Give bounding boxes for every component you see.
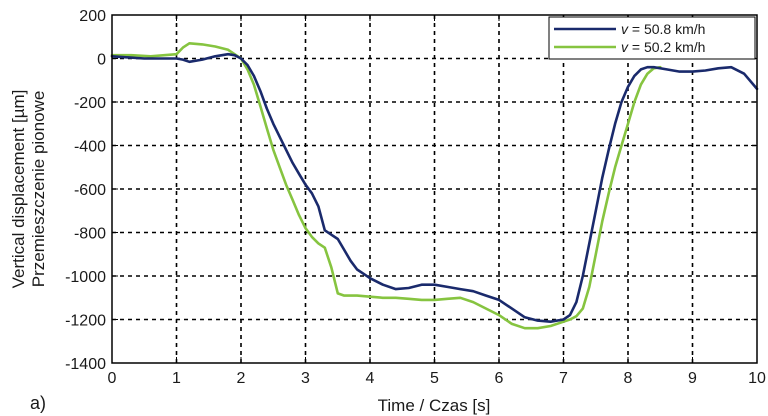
legend-label-series-1: v = 50.8 km/h	[621, 21, 705, 37]
x-tick-label: 9	[688, 370, 697, 387]
y-tick-label: -600	[74, 182, 106, 199]
x-tick-label: 3	[301, 370, 310, 387]
legend-box	[548, 16, 756, 60]
x-tick-label: 4	[366, 370, 375, 387]
legend: v = 50.8 km/h v = 50.2 km/h	[548, 16, 756, 60]
y-tick-label: -1400	[65, 356, 106, 373]
x-tick-label: 5	[430, 370, 439, 387]
y-tick-label: -800	[74, 226, 106, 243]
y-tick-label: -400	[74, 139, 106, 156]
y-axis-label-line1: Vertical displacement [µm]	[9, 90, 28, 289]
x-tick-labels: 0 1 2 3 4 5 6 7 8 9 10	[108, 370, 766, 387]
panel-label: a)	[30, 393, 46, 413]
x-tick-label: 6	[495, 370, 504, 387]
y-tick-label: 200	[79, 8, 106, 25]
x-tick-label: 2	[237, 370, 246, 387]
y-tick-label: -1000	[65, 269, 106, 286]
y-tick-label: 0	[97, 52, 106, 69]
x-tick-label: 7	[559, 370, 568, 387]
y-tick-label: -200	[74, 95, 106, 112]
series-layer	[110, 42, 759, 330]
x-tick-label: 1	[172, 370, 181, 387]
x-axis-label: Time / Czas [s]	[378, 396, 491, 415]
series-line-2	[110, 42, 662, 330]
legend-label-series-2: v = 50.2 km/h	[621, 39, 705, 55]
y-axis-label-line2: Przemieszczenie pionowe	[29, 91, 48, 288]
x-tick-label: 0	[108, 370, 117, 387]
y-tick-label: -1200	[65, 313, 106, 330]
y-tick-labels: 200 0 -200 -400 -600 -800 -1000 -1200 -1400	[65, 8, 106, 373]
x-tick-label: 8	[624, 370, 633, 387]
x-tick-label: 10	[748, 370, 766, 387]
grid-lines	[112, 15, 757, 363]
series-line-1	[110, 52, 759, 323]
